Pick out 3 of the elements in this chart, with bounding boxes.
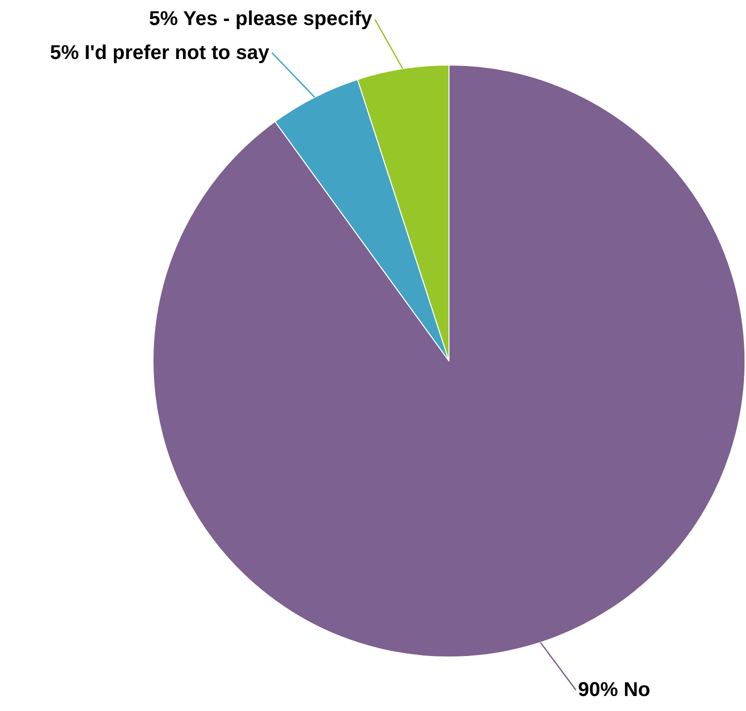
slice-label: 5% Yes - please specify [149, 8, 373, 30]
slice-label: 5% I'd prefer not to say [50, 42, 270, 64]
slice-label: 90% No [578, 679, 650, 701]
